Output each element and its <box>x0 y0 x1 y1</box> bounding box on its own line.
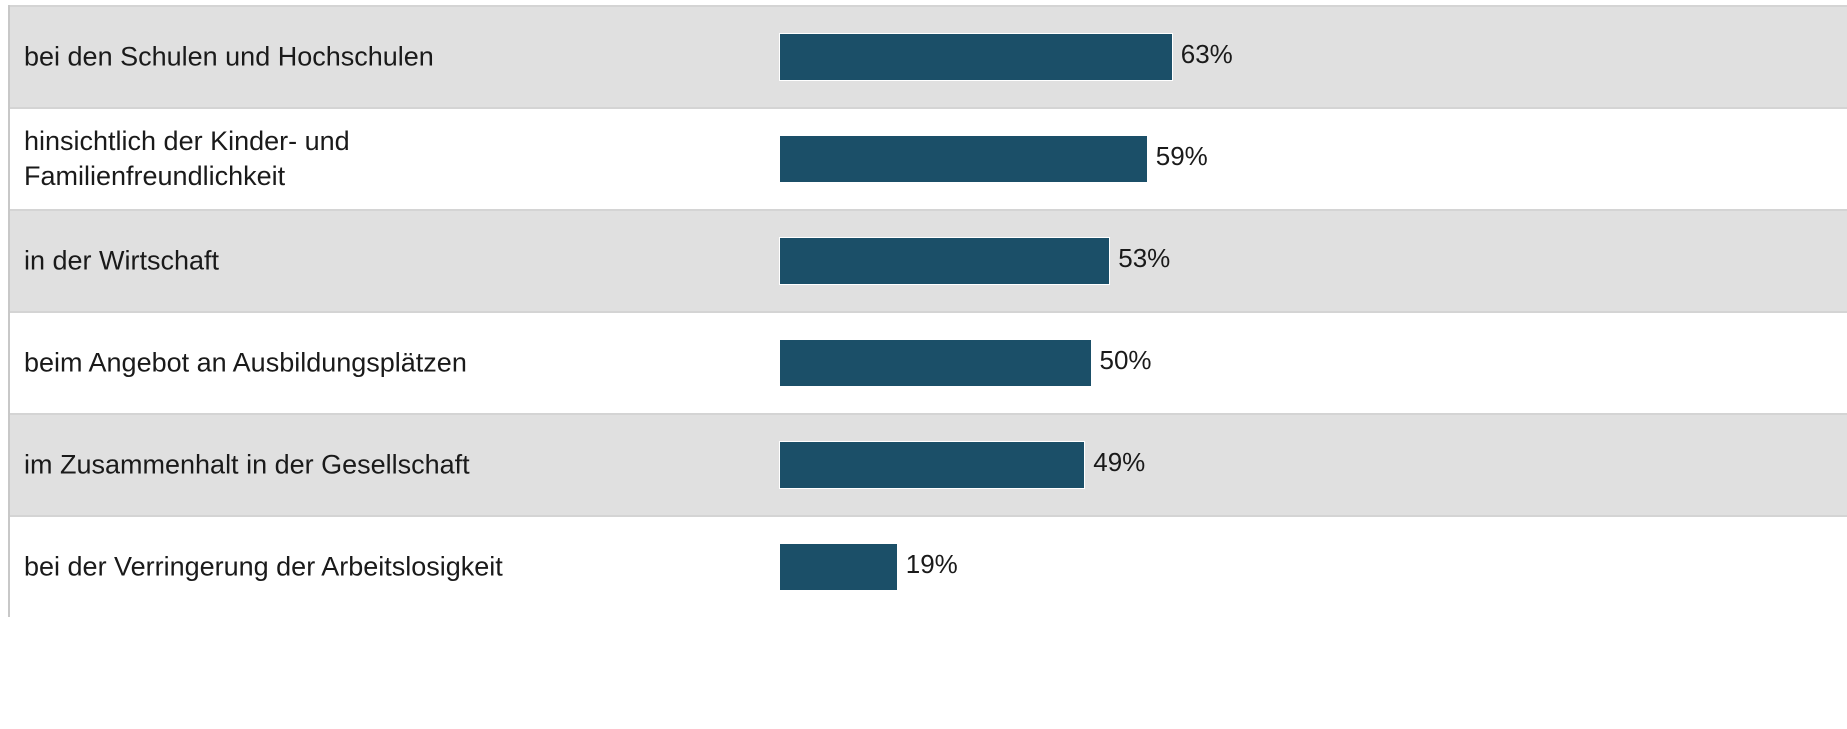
category-label: hinsichtlich der Kinder- und Familienfre… <box>24 126 350 191</box>
value-label: 59% <box>1155 141 1208 172</box>
category-label: in der Wirtschaft <box>24 245 220 276</box>
value-label: 63% <box>1180 39 1233 70</box>
bar <box>779 339 1092 387</box>
row: im Zusammenhalt in der Gesellschaft 49% <box>10 413 1847 515</box>
bar <box>779 237 1111 285</box>
chart: bei den Schulen und Hochschulen 63% hinsic… <box>8 5 1847 617</box>
value-label: 53% <box>1118 243 1171 274</box>
row: bei der Verringerung der Arbeitslosigkei… <box>10 515 1847 617</box>
category-label: bei den Schulen und Hochschulen <box>24 41 434 72</box>
bar <box>779 441 1086 489</box>
value-label: 49% <box>1093 447 1146 478</box>
bar <box>779 135 1148 183</box>
category-label: bei der Verringerung der Arbeitslosigkei… <box>24 551 503 582</box>
row: hinsichtlich der Kinder- und Familienfre… <box>10 107 1847 209</box>
bar <box>779 33 1173 81</box>
row: bei den Schulen und Hochschulen 63% <box>10 5 1847 107</box>
row: beim Angebot an Ausbildungsplätzen 50% <box>10 311 1847 413</box>
value-label: 50% <box>1099 345 1152 376</box>
value-label: 19% <box>905 549 958 580</box>
bar <box>779 543 898 591</box>
row: in der Wirtschaft 53% <box>10 209 1847 311</box>
category-label: beim Angebot an Ausbildungsplätzen <box>24 347 467 378</box>
category-label: im Zusammenhalt in der Gesellschaft <box>24 449 470 480</box>
